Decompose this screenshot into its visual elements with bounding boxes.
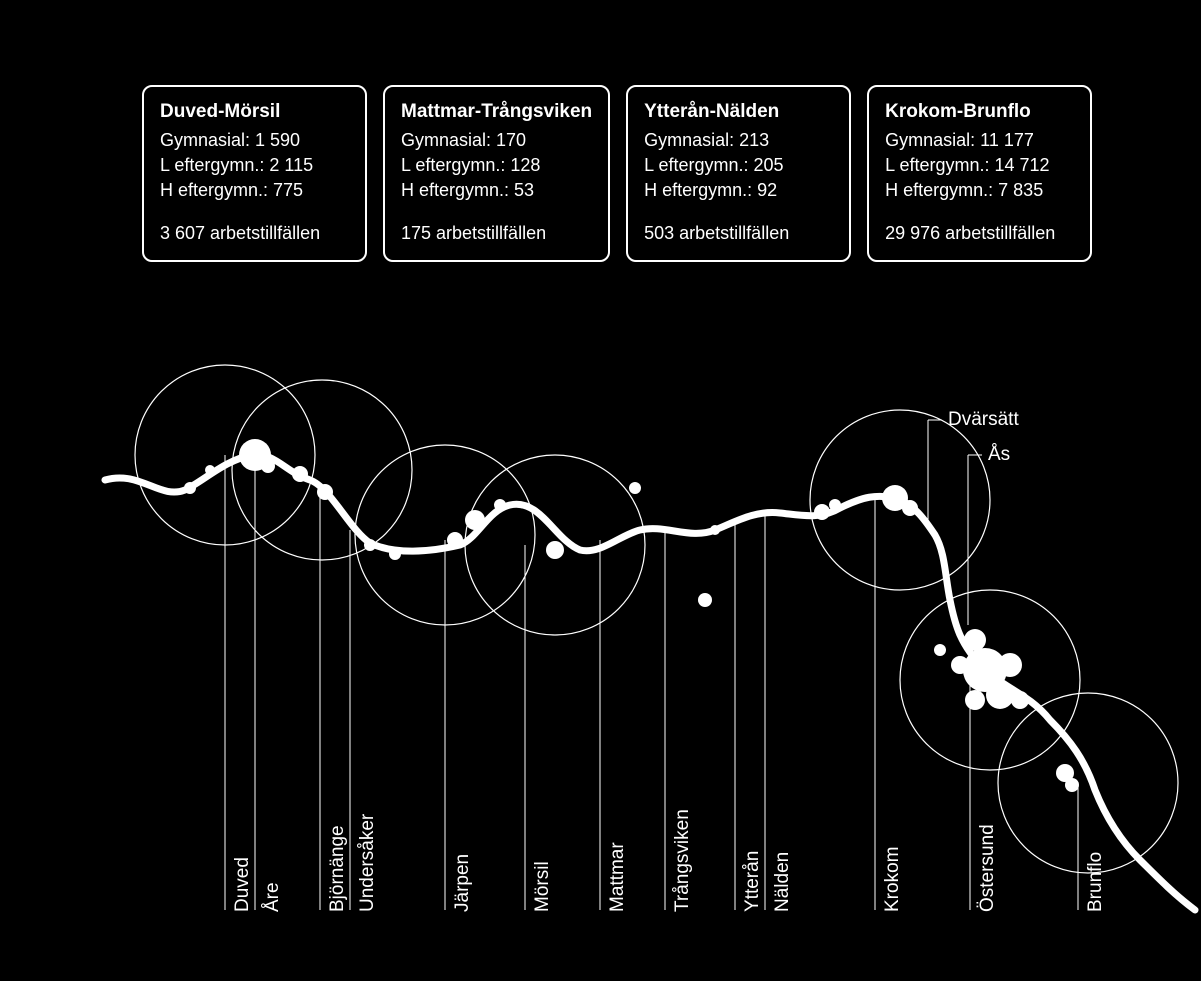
- catchment-circle: [998, 693, 1178, 873]
- town-dot: [698, 593, 712, 607]
- town-dot: [546, 541, 564, 559]
- station-label: Duved: [232, 857, 254, 912]
- corridor-line: [105, 455, 1195, 910]
- station-label: Krokom: [882, 847, 904, 912]
- town-dot: [364, 539, 376, 551]
- station-label: Ås: [988, 444, 1010, 466]
- town-dot: [814, 504, 830, 520]
- town-dot: [447, 532, 463, 548]
- town-dot: [964, 629, 986, 651]
- town-dot: [902, 500, 918, 516]
- town-dot: [184, 482, 196, 494]
- station-label: Björnänge: [327, 825, 349, 912]
- station-label: Ytterån: [742, 851, 764, 912]
- town-dot: [829, 499, 841, 511]
- town-dot: [261, 459, 275, 473]
- station-label: Dvärsätt: [948, 409, 1019, 431]
- town-dot: [629, 482, 641, 494]
- town-dot: [205, 465, 215, 475]
- town-dot: [934, 644, 946, 656]
- station-label: Järpen: [452, 854, 474, 912]
- town-dot: [710, 525, 720, 535]
- station-label: Mörsil: [532, 861, 554, 912]
- town-dot: [494, 499, 506, 511]
- station-label: Mattmar: [607, 842, 629, 912]
- station-label: Östersund: [977, 824, 999, 912]
- town-dot: [317, 484, 333, 500]
- town-dot: [465, 510, 485, 530]
- station-label: Undersåker: [357, 814, 379, 912]
- town-dot: [1011, 691, 1029, 709]
- town-dot: [1065, 778, 1079, 792]
- town-dot: [292, 466, 308, 482]
- station-label: Trångsviken: [672, 809, 694, 912]
- corridor-diagram: [0, 0, 1201, 981]
- station-label: Brunflo: [1085, 852, 1107, 912]
- town-dot: [998, 653, 1022, 677]
- station-label: Nälden: [772, 852, 794, 912]
- station-label: Åre: [262, 882, 284, 912]
- town-dot: [965, 690, 985, 710]
- town-dot: [389, 548, 401, 560]
- town-dot: [986, 681, 1014, 709]
